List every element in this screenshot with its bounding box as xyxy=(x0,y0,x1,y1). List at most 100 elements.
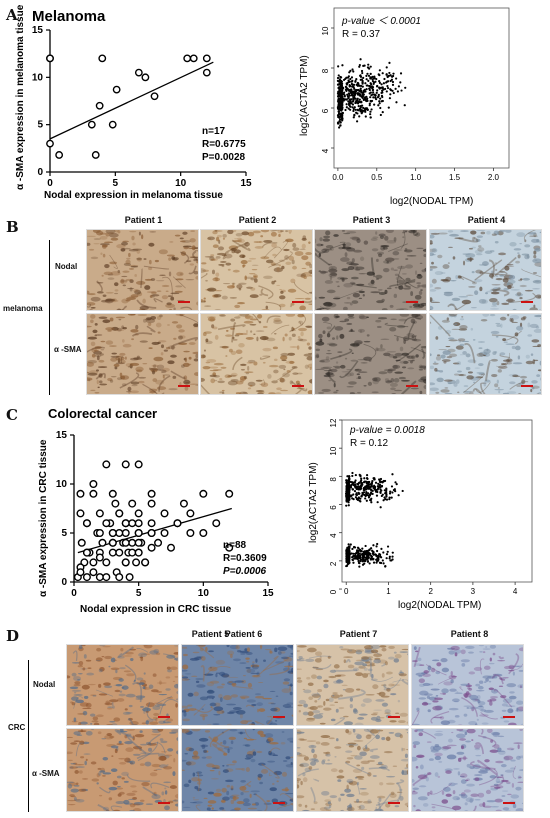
tissue-speck xyxy=(427,709,431,713)
tissue-speck xyxy=(530,388,533,393)
tissue-speck xyxy=(108,231,114,235)
tissue-speck xyxy=(306,740,317,742)
tissue-speck xyxy=(318,253,322,257)
tissue-speck xyxy=(221,345,229,349)
tissue-speck xyxy=(368,359,372,362)
tissue-speck xyxy=(213,714,221,716)
tissue-speck xyxy=(394,805,400,808)
histology-texture xyxy=(430,230,541,310)
tissue-speck xyxy=(191,729,201,732)
tissue-speck xyxy=(288,336,292,341)
scatter-point xyxy=(108,489,117,498)
scatter-point xyxy=(91,151,100,159)
tissue-speck xyxy=(478,680,484,684)
scatter-point xyxy=(382,562,385,565)
tissue-fiber xyxy=(413,230,419,236)
tissue-speck xyxy=(287,288,297,293)
tissue-speck xyxy=(244,276,254,279)
tissue-speck xyxy=(298,753,303,756)
scatter-point xyxy=(401,489,404,493)
tissue-speck xyxy=(454,715,460,718)
tissue-speck xyxy=(142,707,151,712)
scatter-point xyxy=(346,76,350,79)
tissue-speck xyxy=(359,256,365,262)
tissue-speck xyxy=(496,301,500,306)
tissue-speck xyxy=(485,646,488,648)
histology-texture xyxy=(430,314,541,394)
tissue-speck xyxy=(299,762,310,767)
tissue-speck xyxy=(96,782,99,785)
tissue-speck xyxy=(111,701,114,706)
tissue-speck xyxy=(185,761,192,766)
scatter-point xyxy=(403,104,406,107)
tissue-speck xyxy=(173,337,177,340)
scatter-point xyxy=(364,558,367,562)
tissue-fiber xyxy=(396,265,404,287)
tissue-speck xyxy=(284,255,289,261)
tissue-speck xyxy=(301,267,307,269)
scatter-point xyxy=(351,547,354,551)
y-tick-label: 8 xyxy=(321,68,330,73)
tissue-speck xyxy=(462,350,467,355)
tissue-speck xyxy=(297,795,305,799)
tissue-speck xyxy=(152,716,159,720)
tissue-speck xyxy=(250,277,255,281)
tissue-speck xyxy=(194,249,198,252)
scatter-point xyxy=(361,71,364,75)
tissue-speck xyxy=(300,331,304,337)
scatter-point xyxy=(386,550,389,553)
tissue-speck xyxy=(313,801,318,805)
tissue-speck xyxy=(388,645,395,649)
tissue-speck xyxy=(350,359,358,362)
tissue-speck xyxy=(85,659,92,662)
tissue-speck xyxy=(426,741,432,743)
tissue-speck xyxy=(123,780,129,783)
tissue-fiber xyxy=(251,314,260,323)
tissue-speck xyxy=(74,691,77,694)
tissue-speck xyxy=(136,677,144,681)
tissue-speck xyxy=(269,741,279,745)
tissue-speck xyxy=(483,709,494,713)
tissue-speck xyxy=(297,704,303,707)
tissue-speck xyxy=(449,688,457,692)
tissue-speck xyxy=(471,271,475,274)
tissue-speck xyxy=(484,379,491,383)
tissue-speck xyxy=(360,362,368,364)
tissue-fiber xyxy=(375,799,400,807)
tissue-fiber xyxy=(438,676,454,685)
scatter-point xyxy=(351,558,354,561)
scatter-point xyxy=(359,559,362,563)
scatter-point xyxy=(371,492,374,495)
tissue-speck xyxy=(434,772,439,777)
scatter-point xyxy=(121,519,130,528)
tissue-speck xyxy=(331,337,335,340)
scatter-point xyxy=(348,491,351,494)
tissue-speck xyxy=(266,739,271,744)
tissue-speck xyxy=(373,709,383,711)
tissue-speck xyxy=(404,767,408,769)
tissue-speck xyxy=(120,280,128,282)
tissue-speck xyxy=(108,665,111,668)
tissue-speck xyxy=(504,265,510,271)
tissue-fiber xyxy=(136,299,157,309)
scatter-point xyxy=(147,543,156,552)
tissue-speck xyxy=(140,705,144,708)
tissue-speck xyxy=(494,262,498,265)
tissue-speck xyxy=(195,645,206,646)
tissue-speck xyxy=(505,810,512,811)
tissue-fiber xyxy=(269,747,281,754)
x-tick-label: 10 xyxy=(175,178,187,189)
tissue-fiber xyxy=(159,699,178,715)
tissue-speck xyxy=(456,361,462,366)
tissue-speck xyxy=(452,790,456,795)
tissue-speck xyxy=(127,366,131,368)
tissue-speck xyxy=(435,730,443,732)
tissue-speck xyxy=(109,721,116,723)
tissue-speck xyxy=(184,357,187,363)
tissue-speck xyxy=(510,767,516,770)
tissue-speck xyxy=(110,271,121,276)
tissue-speck xyxy=(354,755,363,760)
histology-texture xyxy=(297,645,408,725)
tissue-speck xyxy=(430,234,435,239)
scatter-point xyxy=(366,560,370,563)
